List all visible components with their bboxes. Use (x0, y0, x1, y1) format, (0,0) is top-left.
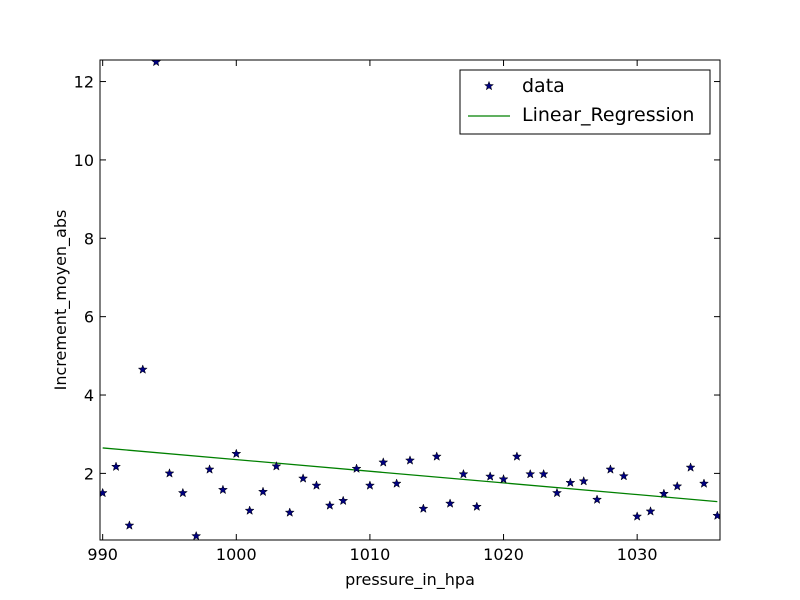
y-tick-label: 10 (74, 151, 94, 170)
data-point (685, 462, 696, 472)
x-tick-label: 1020 (483, 545, 524, 564)
legend: data Linear_Regression (459, 69, 711, 135)
y-axis-label: Increment_moyen_abs (51, 210, 71, 391)
data-point (364, 480, 375, 490)
data-point (511, 451, 522, 461)
data-point (137, 364, 148, 374)
data-point (338, 495, 349, 506)
data-point (311, 480, 322, 490)
data-point (458, 468, 469, 479)
data-point (391, 478, 402, 488)
data-point (485, 471, 496, 481)
data-point (404, 455, 416, 465)
data-point (632, 511, 643, 521)
x-tick-label: 990 (87, 545, 118, 564)
regression-line (102, 447, 718, 503)
data-point (538, 468, 549, 479)
axis-ticks: 990 1000 1010 1020 1030 2 4 6 8 10 12 (74, 60, 720, 564)
data-point (525, 468, 536, 479)
data-point (658, 488, 669, 499)
data-point (177, 487, 188, 498)
data-point (191, 530, 202, 540)
data-point (645, 506, 656, 516)
axes-frame (99, 59, 721, 541)
legend-marker-data (483, 80, 495, 91)
data-point (257, 486, 269, 497)
y-tick-label: 12 (74, 73, 94, 92)
legend-box (459, 69, 711, 135)
data-point (565, 477, 576, 488)
data-point (217, 484, 229, 495)
y-tick-label: 6 (84, 308, 94, 327)
x-tick-label: 1010 (350, 545, 391, 564)
data-point (378, 457, 389, 467)
data-point (445, 498, 456, 508)
data-point (100, 487, 108, 498)
data-point (324, 500, 335, 510)
legend-label-data: data (522, 75, 565, 97)
data-point (698, 478, 710, 488)
y-tick-label: 4 (84, 386, 94, 405)
data-point (418, 503, 429, 513)
y-tick-label: 2 (84, 464, 94, 483)
data-point (351, 463, 362, 473)
data-point (498, 473, 509, 484)
x-tick-label: 1000 (216, 545, 257, 564)
legend-entry-data (483, 80, 495, 91)
data-point (204, 464, 215, 474)
data-point (471, 501, 482, 512)
legend-label-regression: Linear_Regression (522, 104, 694, 126)
data-point (244, 505, 255, 515)
data-point (124, 520, 135, 530)
data-point (672, 480, 683, 491)
data-point (618, 470, 629, 481)
data-marks (100, 60, 720, 540)
data-point (605, 464, 616, 474)
data-point (551, 487, 563, 498)
data-point (298, 473, 309, 483)
y-tick-label: 8 (84, 229, 94, 248)
data-point (231, 448, 242, 459)
data-point (591, 494, 603, 504)
data-point (712, 510, 720, 521)
data-point (164, 468, 175, 478)
data-point (271, 461, 282, 471)
x-axis-label: pressure_in_hpa (345, 570, 475, 590)
x-tick-label: 1030 (617, 545, 658, 564)
data-point (431, 451, 442, 461)
data-point (284, 507, 295, 517)
data-point (578, 475, 589, 486)
data-point (110, 461, 122, 472)
